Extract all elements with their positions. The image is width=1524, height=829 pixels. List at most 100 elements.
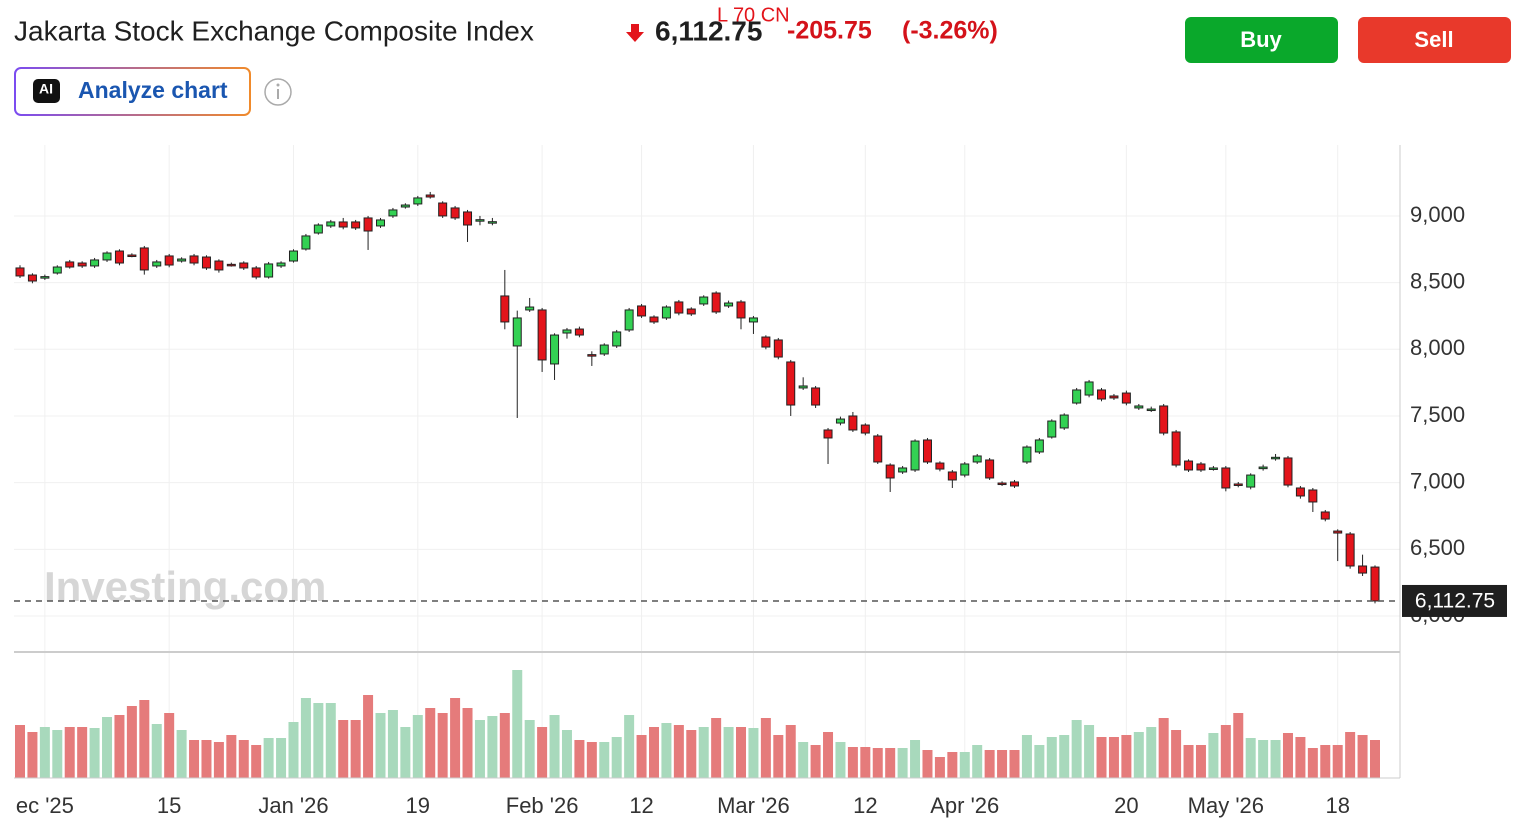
sell-button[interactable] xyxy=(1358,17,1511,63)
candle-body xyxy=(985,459,995,479)
candle-body xyxy=(587,354,597,357)
volume-bar xyxy=(586,742,597,778)
volume-bar xyxy=(1171,730,1182,778)
candle-body xyxy=(400,204,410,208)
y-tick-label: 8,500 xyxy=(1410,268,1465,293)
volume-bar xyxy=(673,725,684,778)
volume-bar xyxy=(1133,732,1144,778)
volume-bar xyxy=(412,715,423,778)
last-price-label: 6,112.75 xyxy=(1415,590,1495,613)
volume-bar xyxy=(350,720,361,778)
candle-body xyxy=(376,219,386,227)
candle-body xyxy=(1059,414,1069,429)
candle-body xyxy=(786,361,796,406)
volume-bar xyxy=(1233,713,1244,778)
candle-body xyxy=(463,211,473,226)
volume-bar xyxy=(39,727,50,778)
candle-body xyxy=(65,261,75,268)
candle-body xyxy=(1022,446,1032,463)
candle-body xyxy=(811,387,821,406)
buy-label[interactable]: Buy xyxy=(1240,27,1282,52)
volume-bar xyxy=(300,698,311,778)
volume-bar xyxy=(885,748,896,778)
volume-bar xyxy=(1121,735,1132,778)
x-tick-label: 19 xyxy=(406,793,430,818)
volume-bar xyxy=(1320,745,1331,778)
candle-body xyxy=(525,306,535,311)
candle-body xyxy=(288,250,298,262)
info-icon-dot xyxy=(276,83,280,87)
volume-bar xyxy=(189,740,200,778)
volume-bar xyxy=(561,730,572,778)
candle-body xyxy=(438,202,448,217)
volume-bar xyxy=(338,720,349,778)
candle-body xyxy=(1258,466,1268,470)
candle-body xyxy=(27,274,37,282)
volume-bar xyxy=(773,735,784,778)
volume-bar xyxy=(1046,737,1057,778)
candle-body xyxy=(649,316,659,323)
candle-body xyxy=(1072,389,1082,404)
candle-body xyxy=(52,266,62,274)
candle-body xyxy=(450,207,460,219)
candle-body xyxy=(1146,408,1156,412)
candle-body xyxy=(972,455,982,463)
candle-body xyxy=(338,221,348,228)
candle-body xyxy=(326,221,336,227)
candle-body xyxy=(898,467,908,473)
volume-bar xyxy=(325,703,336,778)
volume-bar xyxy=(474,720,485,778)
volume-bar xyxy=(686,730,697,778)
candle-body xyxy=(612,331,622,347)
candle-body xyxy=(214,260,224,271)
ai-icon xyxy=(33,79,60,103)
volume-bar xyxy=(636,735,647,778)
candle-body xyxy=(1333,530,1343,534)
candle-body xyxy=(1295,487,1305,497)
volume-bar xyxy=(599,742,610,778)
candle-body xyxy=(413,197,423,205)
candle-body xyxy=(574,328,584,336)
candle-body xyxy=(947,471,957,481)
volume-bar xyxy=(984,750,995,778)
candle-body xyxy=(1121,392,1131,404)
volume-bar xyxy=(462,708,473,778)
analyze-label[interactable]: Analyze chart xyxy=(78,77,228,103)
candle-body xyxy=(388,209,398,217)
candle-body xyxy=(637,305,647,317)
candle-body xyxy=(910,440,920,471)
candle-body xyxy=(1034,439,1044,453)
volume-bar xyxy=(1307,748,1318,778)
y-tick-label: 6,500 xyxy=(1410,535,1465,560)
volume-bar xyxy=(549,715,560,778)
candle-body xyxy=(276,262,286,267)
buy-button[interactable] xyxy=(1185,17,1338,63)
volume-bar xyxy=(872,748,883,778)
volume-bar xyxy=(537,727,548,778)
candle-body xyxy=(90,259,100,267)
volume-bar xyxy=(1245,738,1256,778)
analyze-button[interactable] xyxy=(14,67,251,116)
volume-bar xyxy=(375,713,386,778)
candle-body xyxy=(1208,467,1218,470)
volume-bar xyxy=(1059,735,1070,778)
candle-body xyxy=(724,302,734,307)
volume-bar xyxy=(437,713,448,778)
candle-body xyxy=(873,435,883,463)
candle-body xyxy=(1109,395,1119,399)
candle-body xyxy=(562,329,572,334)
sell-label[interactable]: Sell xyxy=(1414,27,1453,52)
candle-body xyxy=(1097,389,1107,400)
volume-bar xyxy=(972,745,983,778)
volume-bar xyxy=(288,722,299,778)
volume-bar xyxy=(1208,733,1219,778)
volume-bar xyxy=(15,725,25,778)
volume-bar xyxy=(711,718,722,778)
candle-body xyxy=(1283,457,1293,486)
info-icon[interactable] xyxy=(264,78,292,106)
last-price-badge xyxy=(1402,584,1507,617)
volume-bar xyxy=(499,713,510,778)
ai-badge: AI xyxy=(39,81,53,97)
candle-body xyxy=(599,344,609,355)
candle-body xyxy=(313,224,323,234)
